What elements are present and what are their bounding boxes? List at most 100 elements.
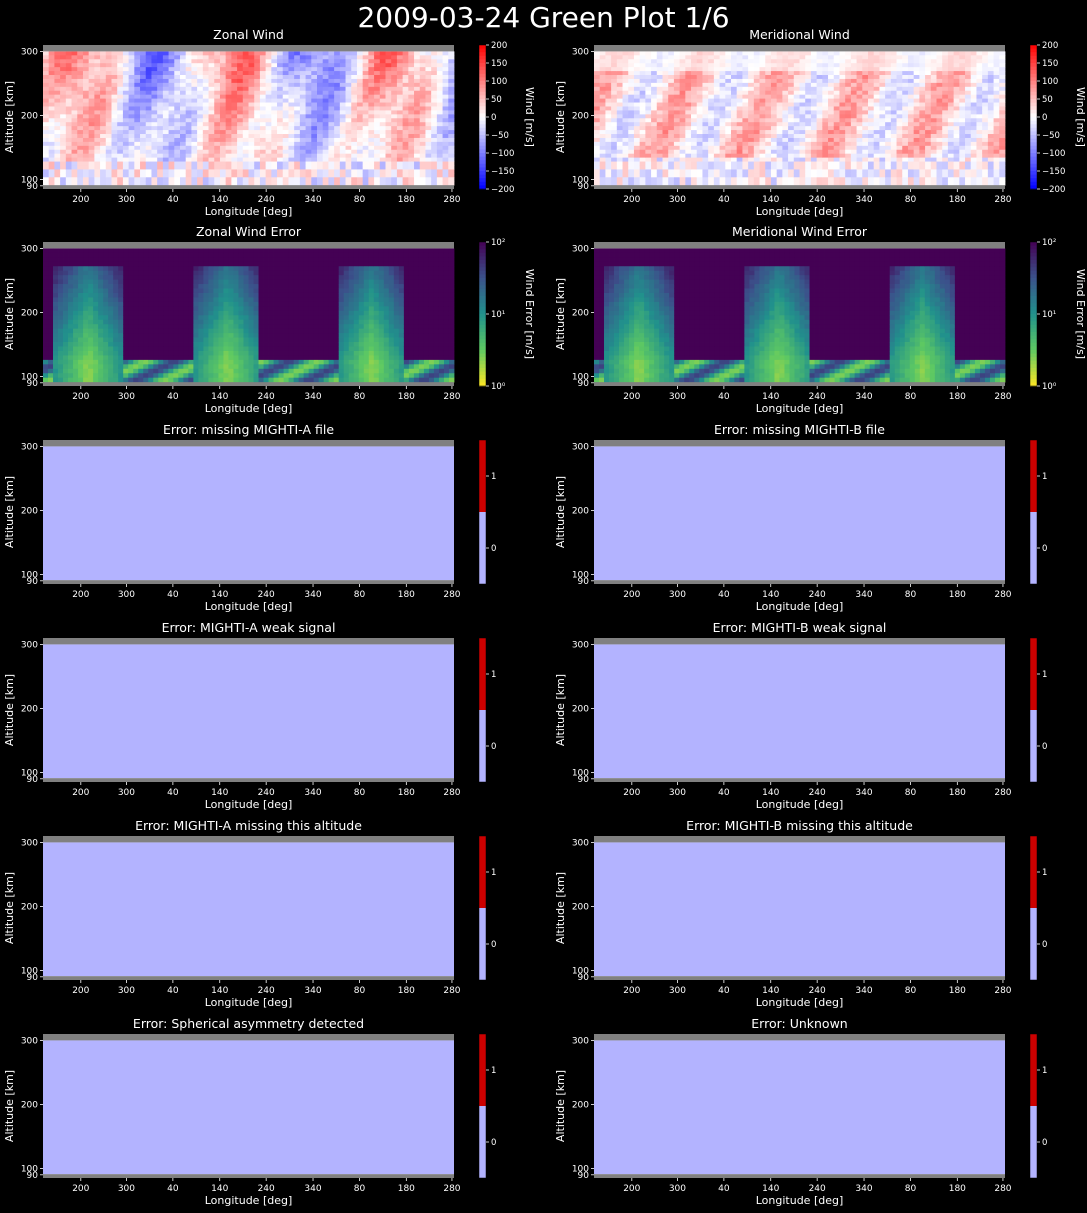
x-axis-label: Longitude [deg]	[756, 600, 844, 613]
colorbar-segment	[479, 346, 486, 351]
colorbar-segment	[1030, 371, 1037, 376]
colorbar-segment	[1030, 350, 1037, 354]
colorbar-segment	[1030, 117, 1037, 121]
x-tick-label: 240	[258, 590, 275, 600]
x-tick-label: 240	[258, 195, 275, 205]
colorbar-segment	[1030, 360, 1037, 365]
colorbar-segment	[479, 138, 486, 143]
y-tick-label: 90	[27, 379, 39, 389]
x-tick-label: 80	[354, 1184, 366, 1194]
subplot-meridional-wind-error: 10² 10¹ 10⁰ Wind Error [m/s] 200 300 40 140 240 3…	[554, 224, 1087, 415]
colorbar-segment	[1030, 328, 1037, 333]
no-data-band-top	[43, 242, 454, 249]
colorbar-tick-label: 1	[1042, 472, 1047, 482]
colorbar-segment	[1030, 109, 1037, 114]
colorbar-tick-label: 1	[491, 868, 496, 878]
x-tick-label: 180	[949, 590, 966, 600]
x-axis-label: Longitude [deg]	[205, 600, 293, 613]
no-data-band-bottom	[594, 185, 1005, 189]
colorbar: 200 150 100 50 0 −50 −100 −150 −200 Wind [m/s]	[478, 41, 536, 195]
x-tick-label: 40	[167, 1184, 179, 1194]
no-data-band-bottom	[43, 778, 454, 782]
colorbar-tick-label: 150	[1042, 59, 1058, 69]
colorbar-segment	[1030, 263, 1037, 268]
x-tick-label: 280	[994, 986, 1011, 996]
no-data-band-bottom	[594, 976, 1005, 980]
colorbar-segment	[1030, 70, 1037, 75]
colorbar-segment	[479, 1106, 486, 1178]
colorbar-segment	[479, 310, 486, 315]
colorbar-segment	[479, 102, 486, 107]
y-tick-label: 200	[21, 111, 38, 121]
x-tick-label: 280	[994, 195, 1011, 205]
x-tick-label: 80	[354, 986, 366, 996]
subplot-title: Meridional Wind Error	[732, 224, 868, 239]
colorbar: 10	[1029, 637, 1047, 783]
colorbar-tick-label: 0	[1042, 742, 1047, 752]
colorbar-segment	[479, 171, 486, 175]
colorbar-tick-label: 0	[1042, 940, 1047, 950]
colorbar-segment	[479, 285, 486, 290]
y-tick-label: 100	[572, 1164, 589, 1174]
colorbar-segment	[1030, 55, 1037, 60]
x-tick-label: 300	[669, 986, 686, 996]
no-data-band-bottom	[594, 382, 1005, 386]
no-data-band-bottom	[43, 1174, 454, 1178]
colorbar-segment	[479, 95, 486, 100]
y-tick-label: 200	[21, 506, 38, 516]
flag-field	[594, 644, 1005, 779]
x-tick-label: 240	[258, 986, 275, 996]
y-tick-label: 90	[27, 577, 39, 587]
colorbar-segment	[1030, 106, 1037, 111]
colorbar-segment	[1030, 346, 1037, 351]
x-tick-label: 180	[949, 195, 966, 205]
colorbar-segment	[1030, 91, 1037, 96]
colorbar-segment	[479, 77, 486, 82]
x-tick-label: 240	[258, 788, 275, 798]
x-tick-label: 180	[398, 195, 415, 205]
flag-field	[594, 446, 1005, 581]
colorbar-tick-label: 10²	[1042, 238, 1056, 248]
colorbar-segment	[479, 440, 486, 512]
colorbar-segment	[1030, 81, 1037, 85]
x-tick-label: 280	[994, 590, 1011, 600]
colorbar-segment	[479, 350, 486, 354]
subplot-title: Error: MIGHTI-B missing this altitude	[686, 818, 913, 833]
x-tick-label: 340	[855, 788, 872, 798]
no-data-band-top	[594, 836, 1005, 843]
no-data-band-top	[594, 440, 1005, 447]
y-tick-label: 100	[572, 175, 589, 185]
colorbar-segment	[1030, 88, 1037, 93]
colorbar-segment	[1030, 167, 1037, 172]
colorbar-tick-label: 200	[1042, 41, 1058, 51]
no-data-band-top	[594, 45, 1005, 52]
colorbar-segment	[479, 163, 486, 168]
no-data-band-bottom	[594, 1174, 1005, 1178]
colorbar-segment	[479, 45, 486, 49]
no-data-band-top	[594, 1034, 1005, 1041]
x-tick-label: 300	[669, 788, 686, 798]
colorbar-segment	[479, 339, 486, 344]
colorbar-label: Wind Error [m/s]	[523, 269, 536, 359]
colorbar-segment	[1030, 353, 1037, 358]
colorbar-segment	[1030, 260, 1037, 264]
y-tick-label: 100	[21, 966, 38, 976]
x-tick-label: 300	[118, 195, 135, 205]
y-tick-label: 200	[572, 1100, 589, 1110]
colorbar-segment	[479, 156, 486, 161]
y-axis-label: Altitude [km]	[3, 81, 16, 153]
colorbar-segment	[479, 99, 486, 103]
x-tick-label: 240	[809, 1184, 826, 1194]
colorbar-segment	[479, 512, 486, 584]
subplot-title: Zonal Wind	[213, 27, 284, 42]
x-tick-label: 180	[398, 1184, 415, 1194]
colorbar: 10	[478, 637, 496, 783]
colorbar-segment	[479, 278, 486, 282]
y-tick-label: 300	[21, 1036, 38, 1046]
x-tick-label: 140	[762, 788, 779, 798]
y-tick-label: 300	[21, 244, 38, 254]
colorbar-segment	[1030, 292, 1037, 297]
